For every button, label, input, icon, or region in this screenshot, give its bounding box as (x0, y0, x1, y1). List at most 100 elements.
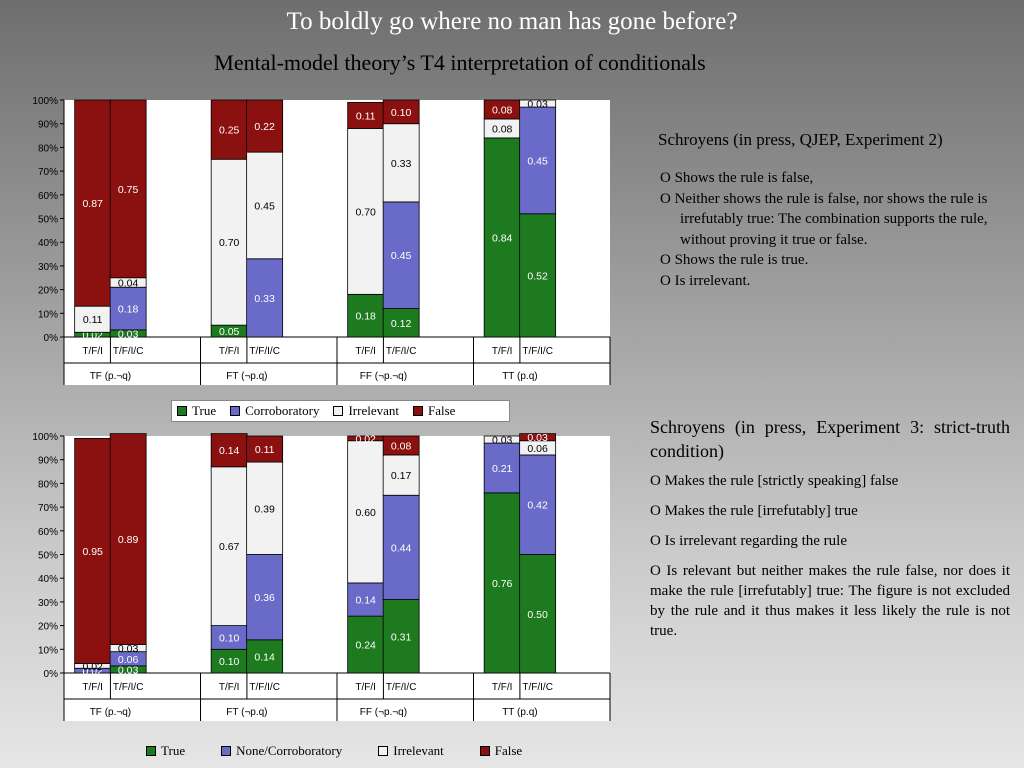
notes2-heading: Schroyens (in press, Experiment 3: stric… (650, 417, 1010, 461)
category-label: T/F/I/C (522, 346, 553, 357)
data-label: 0.45 (391, 250, 412, 262)
slide-title: To boldly go where no man has gone befor… (286, 8, 738, 35)
bar-segment-true (519, 554, 557, 674)
group-label: TF (p.¬q) (90, 707, 131, 718)
category-label: T/F/I/C (386, 346, 417, 357)
y-tick-label: 40% (38, 238, 58, 249)
data-label: 0.03 (492, 435, 513, 447)
y-tick-label: 90% (38, 120, 58, 131)
data-label: 0.70 (355, 206, 376, 218)
data-label: 0.87 (82, 198, 103, 210)
data-label: 0.14 (355, 595, 376, 607)
legend-item: False (413, 403, 455, 419)
data-label: 0.21 (492, 463, 513, 475)
notes1-item: O Is irrelevant. (660, 272, 751, 289)
category-label: T/F/I/C (522, 682, 553, 693)
data-label: 0.10 (219, 632, 240, 644)
y-tick-label: 70% (38, 167, 58, 178)
bar-segment-false (246, 99, 284, 153)
bar-segment-false (74, 99, 112, 307)
bar-segment-false (210, 433, 248, 468)
y-tick-label: 20% (38, 286, 58, 297)
chart2-legend: True None/Corroboratory Irrelevant False (146, 742, 616, 760)
notes1-item: O Shows the rule is true. (660, 252, 809, 268)
data-label: 0.76 (492, 578, 513, 590)
legend-swatch (146, 746, 156, 756)
legend-label: Corroboratory (245, 403, 320, 418)
data-label: 0.33 (391, 158, 412, 170)
category-label: T/F/I/C (113, 346, 144, 357)
chart-experiment-2: 0% 10% 20% 30% 40% 50% 60% 70% 80% 90% 100% TF (p.¬… (32, 96, 611, 385)
data-label: 0.12 (391, 318, 412, 330)
notes2-item: O Is irrelevant regarding the rule (650, 533, 847, 549)
bar-segment-false (109, 99, 147, 279)
group-label: TT (p.q) (502, 371, 537, 382)
chart-experiment-3: 0% 10% 20% 30% 40% 50% 60% 70% 80% 90% 100% TF (p.¬… (32, 432, 611, 721)
data-label: 0.18 (355, 311, 376, 323)
notes2-item: O Makes the rule [irrefutably] true (650, 503, 858, 519)
bar-segment-false (382, 99, 420, 125)
data-label: 0.11 (83, 314, 103, 326)
legend-swatch (479, 746, 490, 756)
legend-label: Irrelevant (348, 403, 399, 418)
data-label: 0.42 (527, 500, 548, 512)
data-label: 0.60 (355, 507, 376, 519)
group-label: TF (p.¬q) (90, 371, 131, 382)
category-label: T/F/I (492, 346, 513, 357)
category-label: T/F/I (219, 346, 240, 357)
data-label: 0.95 (82, 546, 103, 558)
data-label: 0.08 (492, 104, 513, 116)
legend-label: True (192, 403, 217, 418)
category-label: T/F/I/C (249, 346, 280, 357)
legend-item: True (146, 743, 185, 759)
bar-segment-irrelevant (347, 128, 385, 295)
legend-item: None/Corroboratory (221, 743, 342, 759)
legend-swatch (221, 746, 232, 756)
bar-segment-corroboratory (109, 286, 147, 331)
y-tick-label: 100% (32, 432, 58, 443)
legend-item: Irrelevant (378, 743, 444, 759)
bar-segment-irrelevant (210, 466, 248, 626)
data-label: 0.89 (118, 534, 139, 546)
bar-segment-false (74, 437, 112, 664)
legend-swatch (413, 406, 423, 416)
data-label: 0.24 (355, 640, 376, 652)
data-label: 0.84 (492, 232, 513, 244)
data-label: 0.25 (219, 125, 240, 137)
data-label: 0.08 (492, 123, 513, 135)
bar-segment-corroboratory (246, 554, 284, 641)
y-tick-label: 90% (38, 456, 58, 467)
y-tick-label: 0% (44, 333, 59, 344)
category-label: T/F/I/C (386, 682, 417, 693)
data-label: 0.11 (356, 110, 376, 122)
data-label: 0.03 (527, 432, 548, 444)
category-label: T/F/I (82, 346, 103, 357)
data-label: 0.08 (391, 440, 412, 452)
data-label: 0.45 (527, 155, 548, 167)
slide-subtitle: Mental-model theory’s T4 interpretation … (214, 50, 706, 75)
category-label: T/F/I (219, 682, 240, 693)
bar-segment-irrelevant (210, 158, 248, 326)
data-label: 0.45 (254, 200, 275, 212)
data-label: 0.70 (219, 237, 240, 249)
category-label: T/F/I (355, 682, 376, 693)
y-tick-label: 20% (38, 622, 58, 633)
data-label: 0.10 (391, 107, 412, 119)
bar-segment-irrelevant (519, 99, 557, 108)
bar-segment-false (347, 101, 385, 129)
data-label: 0.52 (527, 270, 548, 282)
notes1-heading: Schroyens (in press, QJEP, Experiment 2) (658, 130, 943, 149)
notes1-item: O Shows the rule is false, (660, 170, 814, 186)
legend-swatch (230, 406, 241, 416)
legend-label: Irrelevant (393, 743, 444, 758)
y-tick-label: 50% (38, 551, 58, 562)
bar-segment-irrelevant (382, 454, 420, 496)
data-label: 0.03 (527, 99, 548, 111)
legend-label: False (428, 403, 456, 418)
bar-segment-true (347, 293, 385, 338)
bar-segment-corroboratory (519, 106, 557, 215)
data-label: 0.75 (118, 184, 139, 196)
data-label: 0.05 (219, 326, 240, 338)
bar-segment-true (246, 639, 284, 674)
bar-segment-irrelevant (246, 461, 284, 555)
